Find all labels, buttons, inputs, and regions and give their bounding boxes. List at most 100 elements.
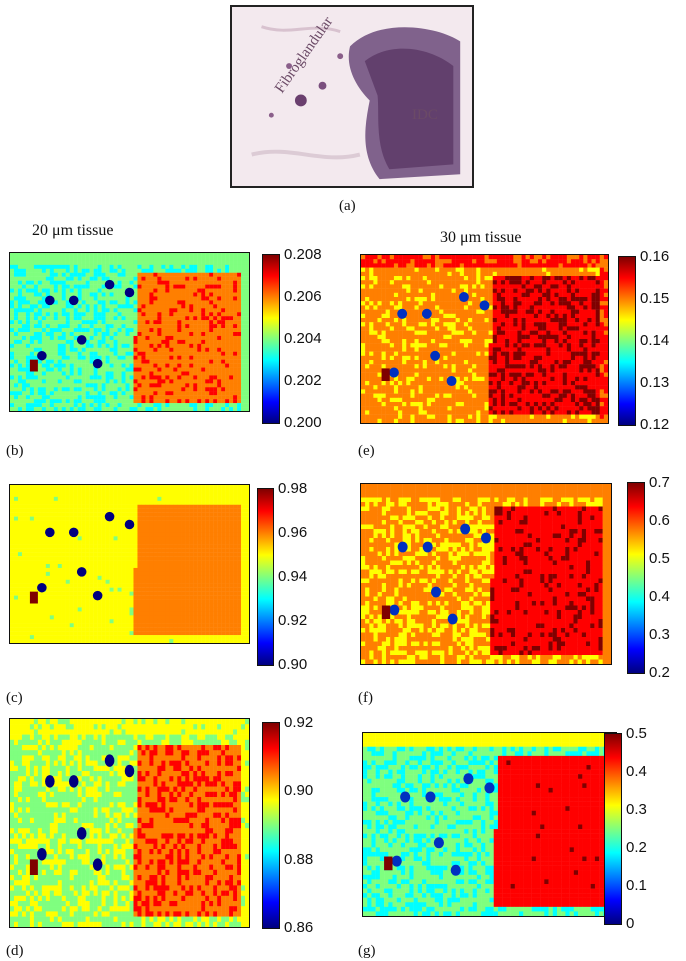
spot-c-2	[104, 511, 115, 522]
spot-c-4	[76, 567, 87, 577]
spot-f-6	[447, 613, 458, 625]
spot-b-1	[68, 295, 79, 306]
spot-g-3	[484, 782, 495, 794]
spot-d-1	[68, 775, 79, 788]
spot-g-2	[463, 773, 474, 785]
colorbar-tick-g-1: 0.4	[626, 763, 647, 780]
spot-d-3	[124, 764, 135, 778]
spot-b-4	[76, 335, 87, 345]
panel-label-b: (b)	[6, 443, 24, 459]
spot-f-4	[431, 586, 441, 598]
idc-label: IDC	[412, 107, 438, 123]
colorbar-tick-f-0: 0.7	[649, 474, 670, 491]
spot-g-5	[391, 855, 402, 867]
colorbar-tick-b-3: 0.202	[284, 372, 322, 389]
colorbar-tick-g-4: 0.1	[626, 877, 647, 894]
colorbar-tick-g-0: 0.5	[626, 725, 647, 742]
heatmap-g	[363, 733, 616, 916]
red-spot-d	[29, 859, 38, 875]
heatmap-f	[361, 484, 611, 664]
colorbar-g	[604, 733, 622, 925]
colorbar-tick-f-3: 0.4	[649, 588, 670, 605]
red-spot-g	[384, 856, 393, 871]
colorbar-tick-c-0: 0.98	[278, 480, 308, 497]
colorbar-tick-g-3: 0.2	[626, 839, 647, 856]
heatmap-d	[10, 719, 249, 927]
spot-e-4	[430, 350, 441, 361]
panel-label-g: (g)	[358, 943, 376, 959]
spot-d-5	[37, 847, 47, 861]
colorbar-b	[262, 254, 280, 424]
spot-e-6	[446, 375, 457, 387]
colorbar-tick-e-0: 0.16	[640, 248, 670, 265]
colorbar-tick-e-4: 0.12	[640, 416, 670, 433]
spot-g-1	[425, 791, 436, 803]
colorbar-tick-d-0: 0.92	[284, 714, 314, 731]
tissue-photo-drawing	[232, 7, 472, 186]
panel-label-e: (e)	[358, 443, 375, 459]
colorbar-tick-d-3: 0.86	[284, 919, 314, 936]
spot-f-5	[389, 604, 400, 616]
spot-c-3	[124, 519, 135, 530]
spot-f-2	[460, 523, 471, 535]
spot-f-0	[397, 541, 408, 553]
colorbar-tick-c-2: 0.94	[278, 568, 308, 585]
red-spot-b	[29, 359, 38, 372]
tissue-photo: Fibroglandular IDC	[230, 5, 474, 188]
spot-d-6	[92, 858, 103, 871]
spot-c-1	[68, 527, 79, 538]
red-spot-c	[29, 591, 38, 604]
colorbar-tick-e-2: 0.14	[640, 332, 670, 349]
spot-f-3	[481, 532, 491, 544]
map-panel-b	[9, 252, 250, 412]
spot-b-5	[37, 350, 47, 361]
spot-c-6	[92, 590, 103, 601]
colorbar-tick-e-3: 0.13	[640, 374, 670, 391]
panel-a-label: (a)	[339, 198, 356, 214]
panel-label-d: (d)	[6, 943, 24, 959]
colorbar-tick-f-1: 0.6	[649, 512, 670, 529]
red-spot-e	[381, 368, 390, 381]
spot-d-4	[76, 827, 87, 840]
spot-c-0	[45, 527, 55, 538]
spot-e-0	[397, 308, 408, 319]
spot-d-0	[45, 775, 55, 788]
colorbar-f	[627, 482, 645, 674]
spot-f-1	[422, 541, 433, 553]
spot-e-5	[388, 367, 399, 378]
colorbar-tick-d-1: 0.90	[284, 782, 314, 800]
colorbar-tick-b-2: 0.204	[284, 330, 322, 347]
panel-label-c: (c)	[6, 690, 23, 706]
colorbar-tick-b-1: 0.206	[284, 288, 322, 305]
colorbar-tick-e-1: 0.15	[640, 290, 670, 307]
spot-c-5	[37, 582, 47, 593]
spot-b-2	[104, 279, 115, 290]
heatmap-e	[361, 255, 608, 423]
spot-b-6	[92, 358, 103, 369]
colorbar-tick-b-0: 0.208	[284, 246, 322, 263]
colorbar-tick-c-4: 0.90	[278, 656, 308, 673]
spot-d-2	[104, 754, 115, 767]
colorbar-tick-c-1: 0.96	[278, 524, 308, 541]
panel-label-f: (f)	[358, 690, 373, 706]
colorbar-tick-f-5: 0.2	[649, 664, 670, 681]
spot-b-3	[124, 287, 135, 298]
colorbar-tick-g-2: 0.3	[626, 801, 647, 818]
spot-e-3	[479, 300, 490, 311]
map-panel-c	[9, 484, 250, 644]
col-right-title: 30 μm tissue	[440, 229, 522, 246]
colorbar-tick-d-2: 0.88	[284, 850, 314, 868]
spot-e-1	[421, 308, 432, 319]
spot-b-0	[45, 295, 55, 306]
colorbar-tick-c-3: 0.92	[278, 612, 308, 629]
colorbar-tick-f-4: 0.3	[649, 626, 670, 643]
spot-e-2	[458, 291, 469, 303]
map-panel-d	[9, 718, 250, 928]
spot-g-6	[450, 864, 461, 876]
map-panel-e	[360, 254, 609, 424]
colorbar-tick-g-5: 0	[626, 915, 635, 932]
red-spot-f	[381, 605, 391, 619]
colorbar-e	[618, 256, 636, 426]
colorbar-tick-f-2: 0.5	[649, 550, 670, 567]
colorbar-c	[257, 488, 274, 666]
